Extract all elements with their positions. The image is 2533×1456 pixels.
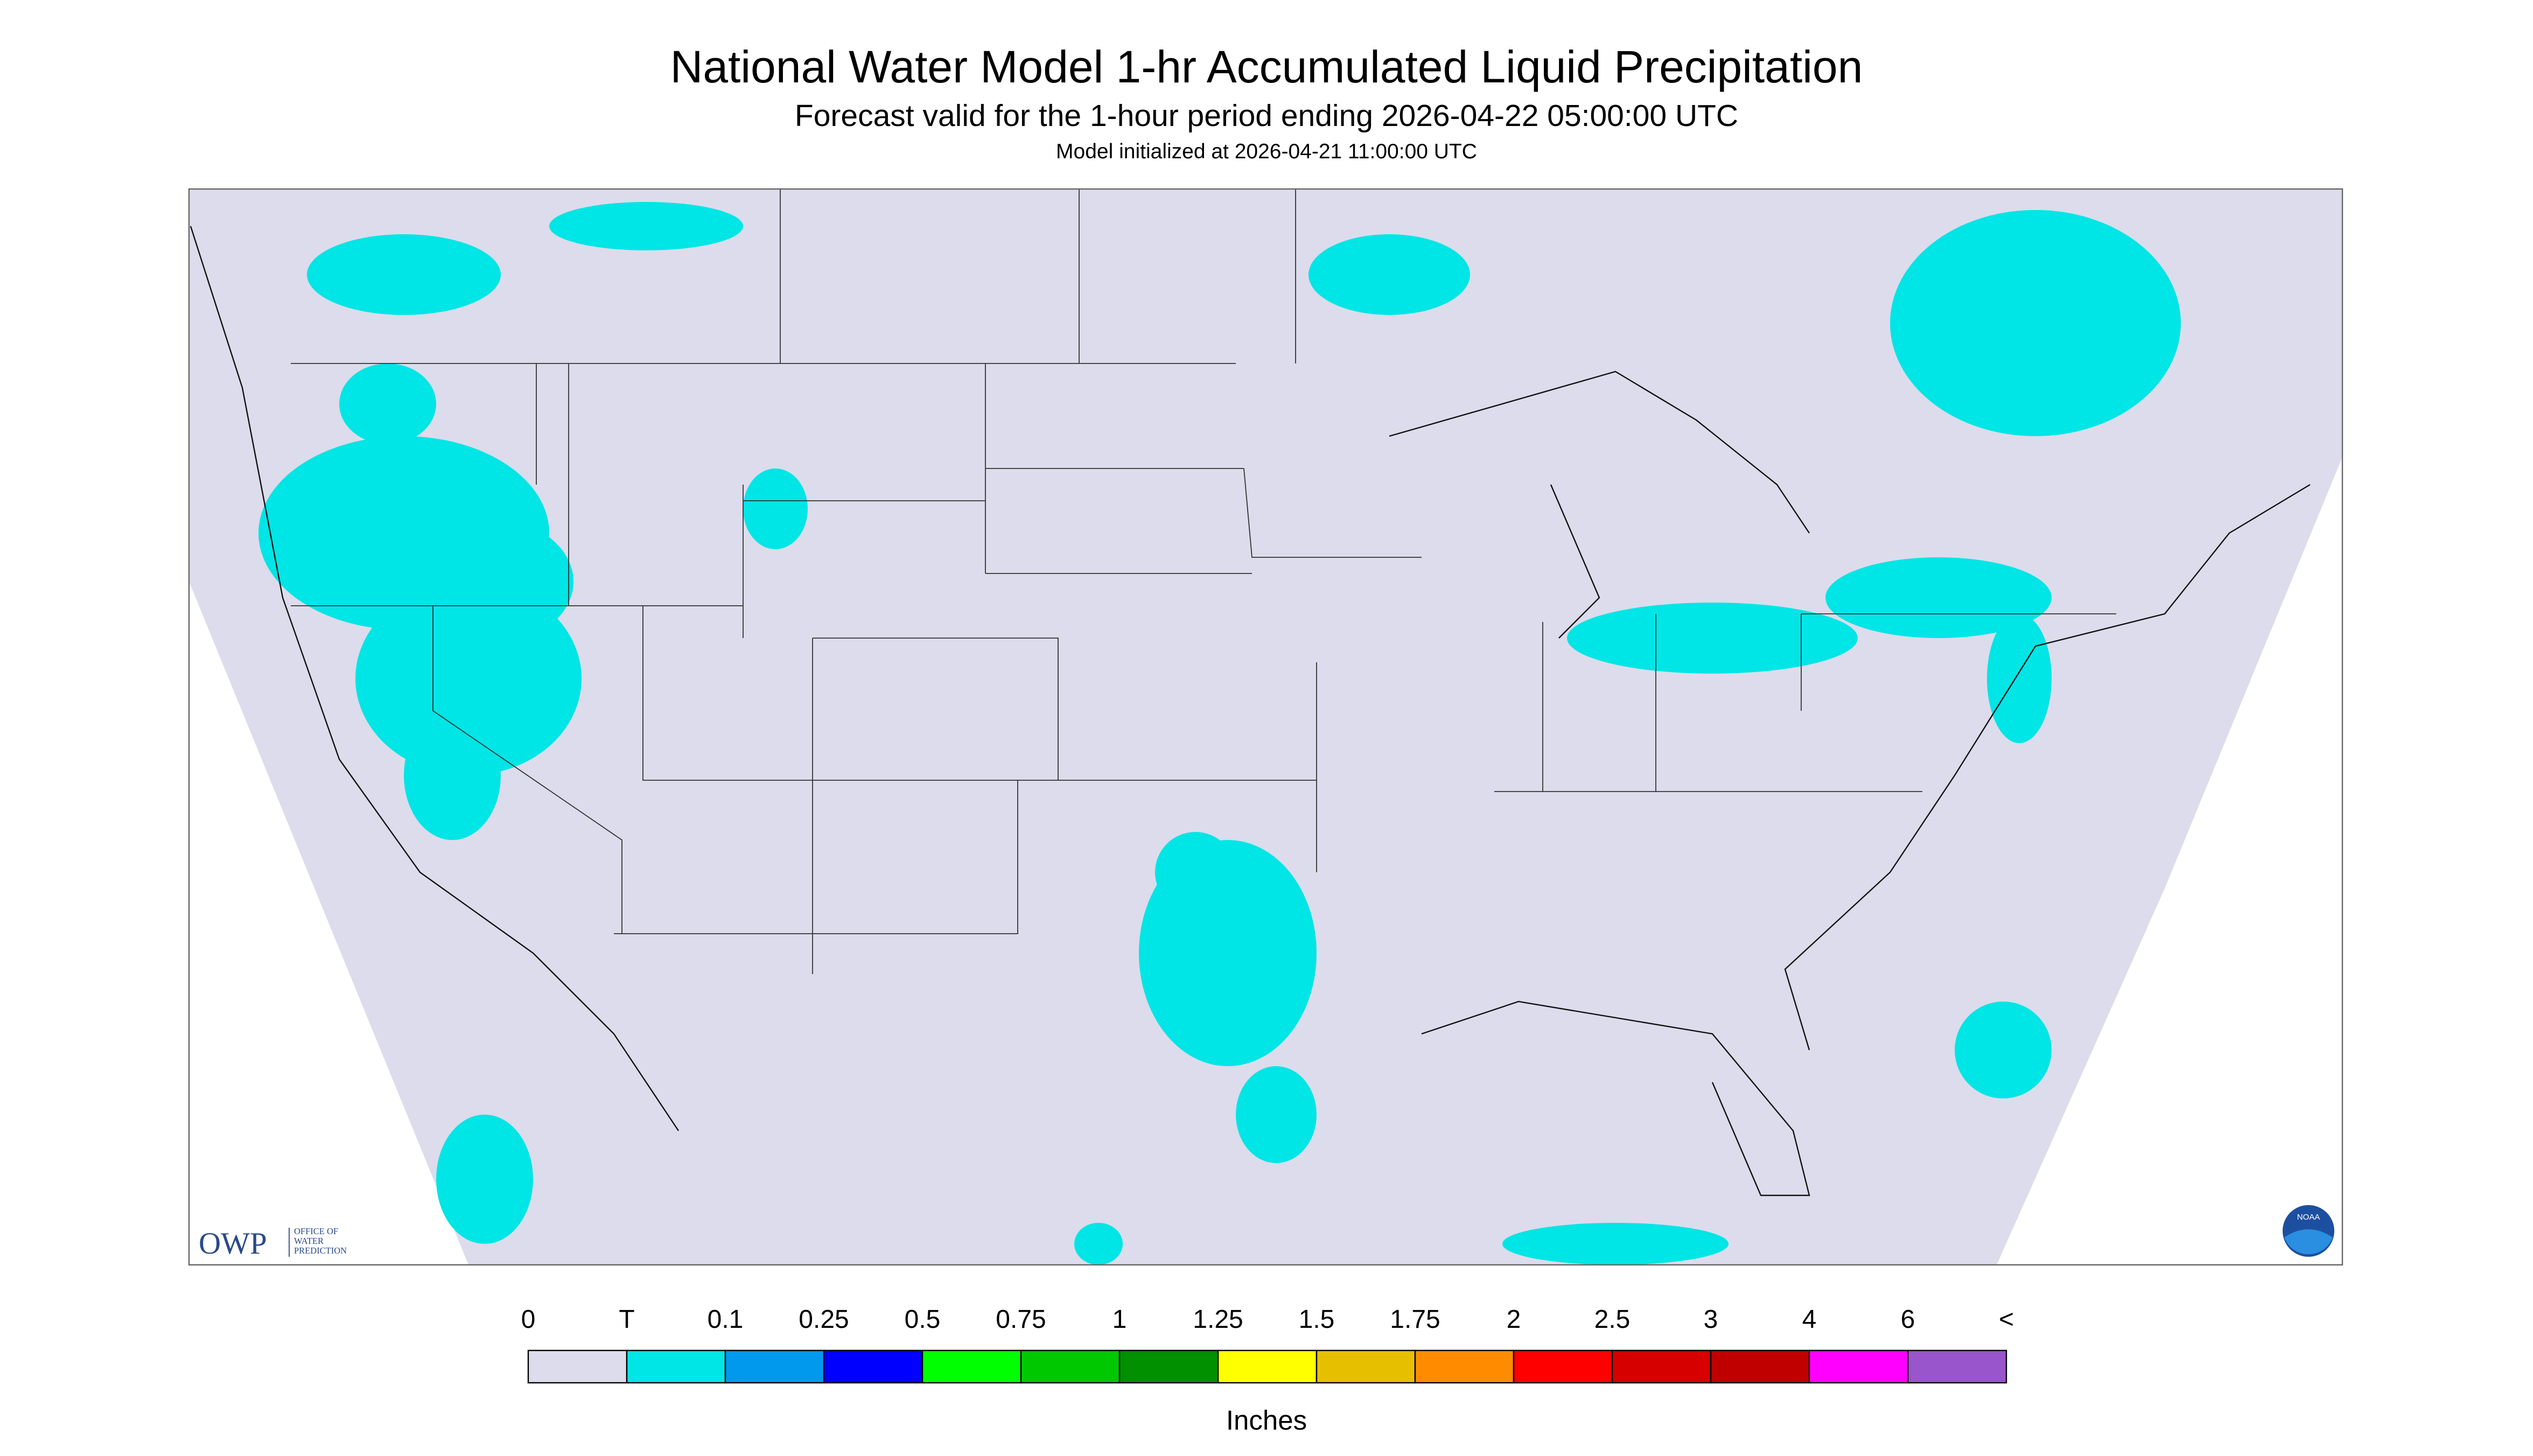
legend-swatch [823,1349,923,1384]
boundaries [190,189,2311,1196]
legend-label: 1.75 [1390,1305,1440,1334]
legend-label: 0.25 [799,1305,849,1334]
map-frame [188,188,2343,1266]
legend-label: 0.5 [905,1305,941,1334]
legend-swatch [1217,1349,1318,1384]
subtitle: Forecast valid for the 1-hour period end… [795,99,1738,133]
legend-swatch [1513,1349,1613,1384]
legend-label: 2.5 [1594,1305,1631,1334]
legend-swatch [1907,1349,2007,1384]
legend-label: 0 [521,1305,536,1334]
legend-label: 2 [1507,1305,1521,1334]
legend-label: 0.1 [708,1305,744,1334]
legend-label: T [619,1305,634,1334]
owp-name: PREDICTION [294,1245,347,1256]
legend-swatch [1710,1349,1810,1384]
map: OWP OFFICE OF WATER PREDICTION NOAA [188,188,2343,1266]
outside-domain-left [189,189,468,1265]
legend-swatch [527,1349,628,1384]
legend-label: 1 [1112,1305,1127,1334]
owp-logo: OWP [199,1227,267,1261]
legend-swatch [1316,1349,1416,1384]
legend-label: 1.25 [1193,1305,1243,1334]
noaa-text: NOAA [2297,1213,2320,1222]
legend-swatch [724,1349,825,1384]
legend-label: < [1999,1305,2014,1334]
legend-label: 4 [1802,1305,1817,1334]
noaa-logo-wave [2284,1229,2333,1255]
legend-unit: Inches [1226,1405,1307,1436]
legend-label: 6 [1901,1305,1915,1334]
legend-swatch [921,1349,1022,1384]
legend-swatch [626,1349,726,1384]
legend-swatch [1020,1349,1121,1384]
init-time: Model initialized at 2026-04-21 11:00:00… [1056,140,1477,163]
legend-swatch [1611,1349,1712,1384]
legend-swatch [1414,1349,1515,1384]
legend-swatch [1118,1349,1219,1384]
precip-areas [258,202,2181,1265]
legend-label: 1.5 [1299,1305,1335,1334]
owp-name: OFFICE OF [294,1226,338,1236]
outside-domain-right [1997,457,2342,1265]
title: National Water Model 1-hr Accumulated Li… [670,41,1863,92]
legend-label: 0.75 [996,1305,1046,1334]
legend-swatch [1808,1349,1909,1384]
legend-label: 3 [1704,1305,1718,1334]
owp-name: WATER [294,1236,324,1246]
legend: 0 T 0.1 0.25 0.5 0.75 1 1.25 1.5 1.75 2 2.5 3 4 6 < [521,1305,2014,1384]
